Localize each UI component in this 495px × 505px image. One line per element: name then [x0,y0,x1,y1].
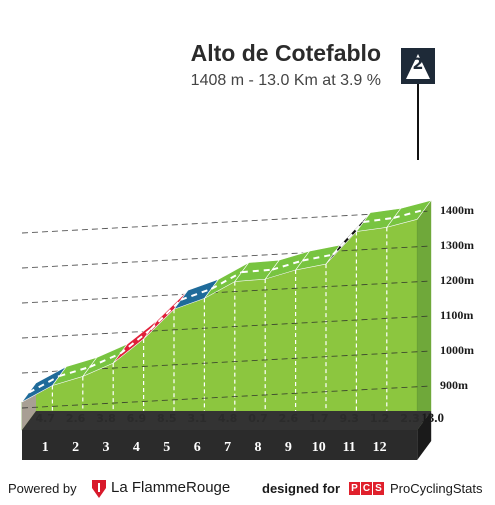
gradient-label: 2.6 [66,412,86,425]
profile-end-side [417,200,432,430]
km-tick-label: 9 [285,440,292,455]
gradient-label: 4.8 [218,412,238,425]
designed-for-label: designed for [262,481,341,496]
road-centerline [149,299,182,331]
profile-base-top [22,411,432,430]
km-tick-label: 2 [72,440,79,455]
gradient-label: 1.7 [309,412,329,425]
gradient-label: 8.5 [157,412,177,425]
gradient-label: 9.3 [339,412,359,425]
gradient-label: 2.3 [400,412,420,425]
road-centerline [89,352,121,368]
powered-by-label: Powered by [8,481,77,496]
road-centerline [210,271,243,290]
elevation-tick-label: 1200m [440,273,474,287]
km-tick-label: 1 [42,440,49,455]
procyclingstats-brand: ProCyclingStats [390,481,483,496]
elevation-gridline [21,385,432,409]
gradient-label: 3.1 [187,412,207,425]
footer: Powered by La FlammeRouge designed for P… [0,478,495,502]
climb-title: Alto de Cotefablo [190,40,381,66]
elevation-gridline [21,350,432,374]
gradient-label: 3.8 [96,412,116,425]
km-tick-label: 7 [224,440,231,455]
category-badge-label: 2 [412,54,424,73]
road-centerline [332,221,365,256]
pcs-letter-s: S [373,482,384,495]
km-tick-label: 12 [373,440,387,455]
road-centerline [59,365,91,378]
elevation-gridline [21,245,432,269]
road-centerline [180,287,212,301]
elevation-gridline [21,280,432,304]
profile-top-surface [21,199,432,403]
pcs-letter-c: C [361,482,372,495]
km-tick-label: 10 [312,440,326,455]
profile-gridlines [21,210,432,430]
category-badge-icon [401,48,435,84]
elevation-tick-label: 900m [440,378,468,392]
gradient-label: 0.7 [248,412,268,425]
road-centerline [271,259,303,271]
elevation-tick-label: 1400m [440,203,474,217]
distance-end-label: 13.0 [421,410,444,425]
pcs-letter-p: P [349,482,360,495]
km-tick-label: 3 [103,440,110,455]
road-centerline [363,216,394,224]
flamme-rouge-logo-icon [92,480,106,498]
road-centerline [302,253,334,262]
elevation-gridline [21,315,432,339]
gradient-label: 2.6 [279,412,299,425]
km-tick-label: 5 [163,440,170,455]
km-tick-label: 11 [343,440,356,455]
profile-base-front [22,430,418,460]
elevation-tick-label: 1300m [440,238,474,252]
road-centerline [28,375,60,394]
km-tick-label: 8 [255,440,262,455]
elevation-tick-label: 1100m [440,308,473,322]
gradient-label: 6.9 [127,412,147,425]
gradient-label: 1.2 [370,412,390,425]
km-tick-label: 4 [133,440,140,455]
elevation-tick-label: 1000m [440,343,474,357]
flamme-rouge-brand: La FlammeRouge [111,479,231,496]
profile-faces [21,200,432,431]
road-centerline [393,208,425,219]
gradient-label: 4.7 [35,412,55,425]
climb-subtitle: 1408 m - 13.0 Km at 3.9 % [190,72,381,89]
profile-base [22,411,432,460]
elevation-gridline [21,210,432,234]
profile-front-face [21,218,418,431]
road-centerline [241,268,273,274]
km-tick-label: 6 [194,440,201,455]
profile-base-side [417,411,432,460]
